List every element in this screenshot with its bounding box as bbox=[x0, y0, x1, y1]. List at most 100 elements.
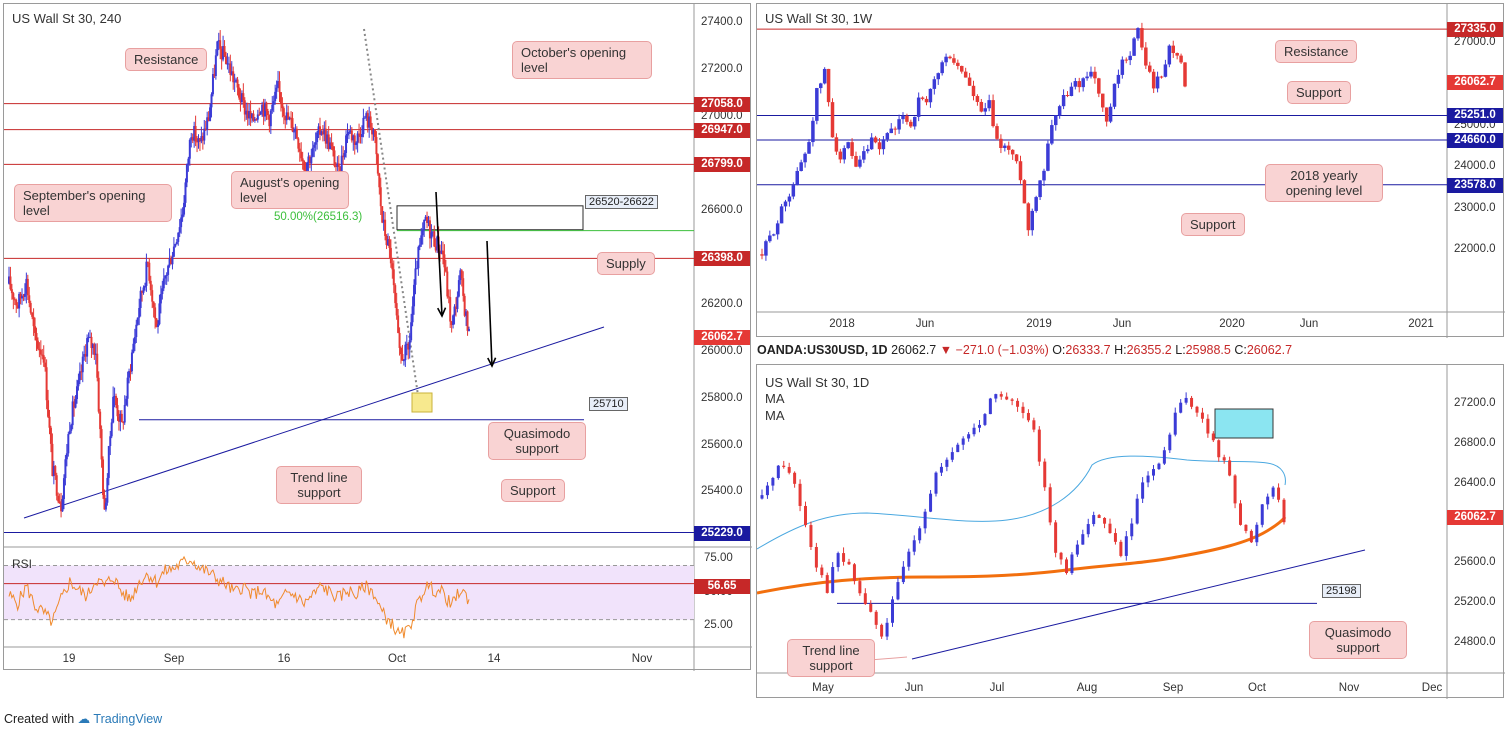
price-tick-label: 25200.0 bbox=[1454, 596, 1496, 609]
candle-body bbox=[106, 477, 109, 503]
candle-body bbox=[232, 71, 235, 83]
candle-body bbox=[342, 155, 345, 158]
candle-body bbox=[146, 261, 149, 263]
h4-chart-canvas[interactable] bbox=[4, 4, 752, 671]
candle-body bbox=[913, 116, 917, 127]
candle-body bbox=[236, 79, 239, 88]
candle-body bbox=[1113, 533, 1117, 542]
candle-body bbox=[765, 485, 769, 496]
candle-body bbox=[421, 229, 424, 236]
candle-body bbox=[378, 173, 381, 188]
candle-body bbox=[1070, 554, 1074, 574]
candle-body bbox=[94, 353, 97, 355]
candle-body bbox=[268, 115, 271, 127]
candle-body bbox=[135, 324, 138, 338]
candle-body bbox=[295, 128, 298, 139]
candle-body bbox=[245, 110, 248, 115]
candle-body bbox=[1175, 53, 1179, 56]
candle-body bbox=[206, 117, 209, 130]
rsi-value-label: 56.65 bbox=[694, 579, 750, 594]
candle-body bbox=[1050, 125, 1054, 144]
candle-body bbox=[253, 119, 256, 121]
candle-body bbox=[319, 126, 322, 135]
candle-body bbox=[944, 56, 948, 63]
d1-chart-canvas[interactable] bbox=[757, 365, 1505, 699]
tradingview-credit[interactable]: Created with ☁ TradingView bbox=[4, 711, 162, 726]
candle-body bbox=[858, 159, 862, 167]
candle-body bbox=[423, 219, 426, 230]
candle-body bbox=[152, 301, 155, 308]
d1-chart-title: US Wall St 30, 1D bbox=[765, 375, 870, 390]
candle-body bbox=[368, 116, 371, 128]
candle-body bbox=[1014, 154, 1019, 162]
candle-body bbox=[1136, 28, 1140, 39]
candle-body bbox=[201, 136, 204, 141]
candle-body bbox=[340, 155, 343, 175]
candle-body bbox=[35, 332, 38, 341]
candle-body bbox=[452, 315, 455, 325]
candle-body bbox=[1022, 180, 1027, 204]
candle-body bbox=[967, 77, 972, 86]
candle-body bbox=[19, 293, 22, 299]
d1-chart-panel[interactable]: US Wall St 30, 1D MA MA 27200.0 26800.0 26… bbox=[756, 364, 1505, 699]
candle-body bbox=[391, 263, 394, 270]
candle-body bbox=[36, 340, 39, 349]
candle-body bbox=[113, 396, 116, 398]
symbol-name: OANDA:US30USD, 1D bbox=[757, 343, 888, 357]
candle-body bbox=[1032, 420, 1036, 430]
candle-body bbox=[1037, 429, 1041, 462]
ma-legend-1[interactable]: MA bbox=[765, 391, 785, 406]
candle-body bbox=[983, 108, 987, 112]
candle-body bbox=[239, 97, 242, 103]
rsi-tick-label: 25.00 bbox=[704, 619, 733, 632]
h4-chart-panel[interactable]: US Wall St 30, 240 27400.0 27200.0 27000.0… bbox=[3, 3, 752, 671]
trend-line-support bbox=[911, 549, 1366, 660]
candle-body bbox=[389, 247, 392, 264]
candle-body bbox=[25, 278, 28, 294]
candle-body bbox=[460, 270, 463, 279]
candle-body bbox=[359, 134, 362, 137]
candle-body bbox=[1132, 38, 1136, 56]
rsi-title: RSI bbox=[12, 557, 33, 571]
candle-body bbox=[320, 131, 323, 135]
candle-body bbox=[86, 338, 89, 357]
candle-body bbox=[330, 142, 333, 147]
w1-chart-canvas[interactable] bbox=[757, 4, 1505, 338]
candle-body bbox=[158, 303, 161, 325]
candle-body bbox=[148, 262, 151, 281]
direction-arrow bbox=[435, 191, 443, 317]
candle-body bbox=[1101, 93, 1105, 108]
candle-body bbox=[404, 344, 407, 361]
candle-body bbox=[10, 289, 13, 294]
candle-body bbox=[1249, 530, 1253, 543]
candle-body bbox=[175, 241, 178, 244]
ma-legend-2[interactable]: MA bbox=[765, 408, 785, 423]
w1-chart-panel[interactable]: US Wall St 30, 1W 27000.026000.025000.02… bbox=[756, 3, 1505, 338]
candle-body bbox=[852, 564, 856, 582]
candle-body bbox=[831, 567, 835, 593]
candle-body bbox=[375, 136, 378, 155]
candle-body bbox=[60, 502, 63, 512]
h4-quasimodo-level-label: 25710 bbox=[589, 397, 628, 411]
candle-body bbox=[428, 220, 431, 239]
price-level-label: 25251.0 bbox=[1447, 108, 1503, 124]
candle-body bbox=[339, 166, 342, 175]
candle-body bbox=[102, 459, 105, 496]
candle-body bbox=[266, 110, 269, 116]
candle-body bbox=[196, 141, 199, 143]
time-tick-label: Jun bbox=[1299, 318, 1319, 330]
candle-body bbox=[48, 416, 51, 428]
candle-body bbox=[924, 98, 929, 103]
candle-body bbox=[978, 424, 981, 428]
candle-body bbox=[165, 274, 168, 276]
candle-body bbox=[93, 344, 96, 355]
price-tick-label: 27000.0 bbox=[1454, 36, 1496, 48]
candle-body bbox=[382, 219, 385, 223]
candle-body bbox=[294, 128, 297, 132]
candle-body bbox=[1026, 412, 1030, 421]
candle-body bbox=[384, 219, 387, 236]
candle-body bbox=[242, 93, 245, 101]
candle-body bbox=[269, 110, 272, 127]
candle-body bbox=[67, 434, 70, 454]
candle-body bbox=[373, 129, 376, 137]
